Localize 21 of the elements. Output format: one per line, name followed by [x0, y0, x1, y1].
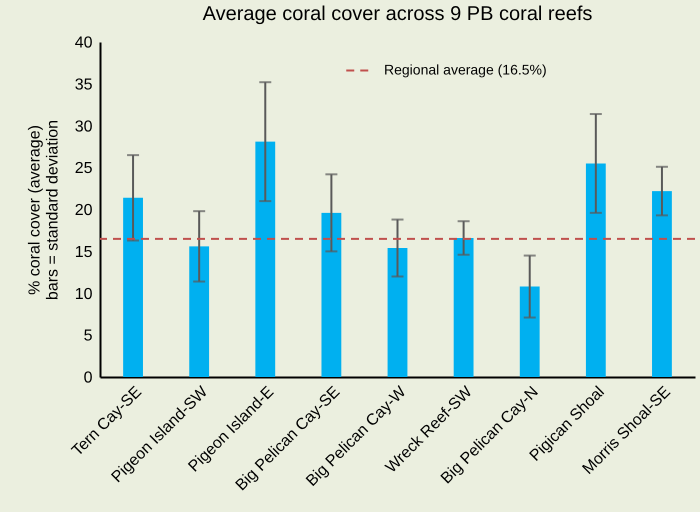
bar: [454, 238, 474, 377]
bar: [586, 163, 606, 377]
bar: [189, 246, 210, 377]
bar: [255, 142, 276, 377]
y-tick-label: 0: [84, 370, 93, 386]
y-tick-label: 40: [74, 34, 93, 52]
chart-title: Average coral cover across 9 PB coral reefs: [202, 3, 592, 25]
bar: [520, 286, 540, 377]
bar: [652, 191, 672, 377]
y-tick-label: 15: [74, 244, 93, 261]
y-tick-label: 10: [74, 286, 93, 303]
y-tick-label: 20: [74, 202, 93, 219]
y-tick-label: 35: [74, 76, 93, 94]
legend-label: Regional average (16.5%): [384, 62, 547, 78]
y-axis-title: % coral cover (average) bars = standard deviation: [26, 120, 62, 300]
y-tick-label: 25: [74, 160, 93, 178]
y-tick-label: 5: [84, 328, 93, 345]
bar: [123, 198, 143, 377]
y-tick-label: 30: [74, 118, 93, 136]
bar: [321, 212, 342, 377]
bar: [388, 248, 408, 377]
